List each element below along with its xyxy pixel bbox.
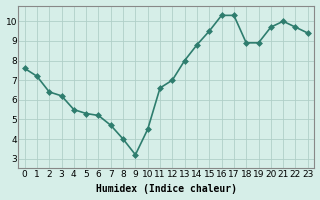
X-axis label: Humidex (Indice chaleur): Humidex (Indice chaleur) (96, 184, 237, 194)
